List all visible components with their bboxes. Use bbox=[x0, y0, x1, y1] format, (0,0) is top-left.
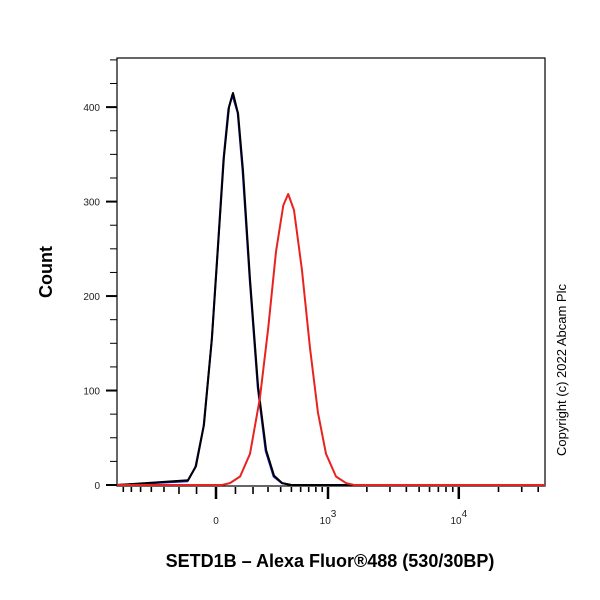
x-tick-label: 0 bbox=[213, 516, 219, 527]
y-axis-label: Count bbox=[36, 246, 56, 298]
tick-base: 10 bbox=[320, 516, 332, 527]
tick-exponent: 4 bbox=[462, 509, 468, 520]
tick-exponent: 3 bbox=[331, 509, 337, 520]
y-axis: 0 100 200 300 400 bbox=[83, 59, 117, 492]
tick-base: 0 bbox=[213, 516, 219, 527]
y-tick-label: 100 bbox=[83, 387, 100, 398]
y-tick-label: 200 bbox=[83, 292, 100, 303]
y-tick-label: 300 bbox=[83, 198, 100, 209]
x-tick-label: 104 bbox=[450, 509, 467, 527]
plot-frame bbox=[116, 57, 546, 487]
y-tick-label: 400 bbox=[83, 103, 100, 114]
x-tick-label: 103 bbox=[320, 509, 337, 527]
histogram-series-2 bbox=[117, 193, 545, 486]
x-axis-label: SETD1B – Alexa Fluor®488 (530/30BP) bbox=[166, 551, 495, 571]
y-tick-label: 0 bbox=[94, 481, 100, 492]
histogram-series-0 bbox=[117, 93, 545, 486]
series-group bbox=[117, 92, 545, 486]
tick-base: 10 bbox=[450, 516, 462, 527]
histogram-series-1 bbox=[117, 92, 545, 486]
copyright-text: Copyright (c) 2022 Abcam Plc bbox=[554, 284, 569, 456]
